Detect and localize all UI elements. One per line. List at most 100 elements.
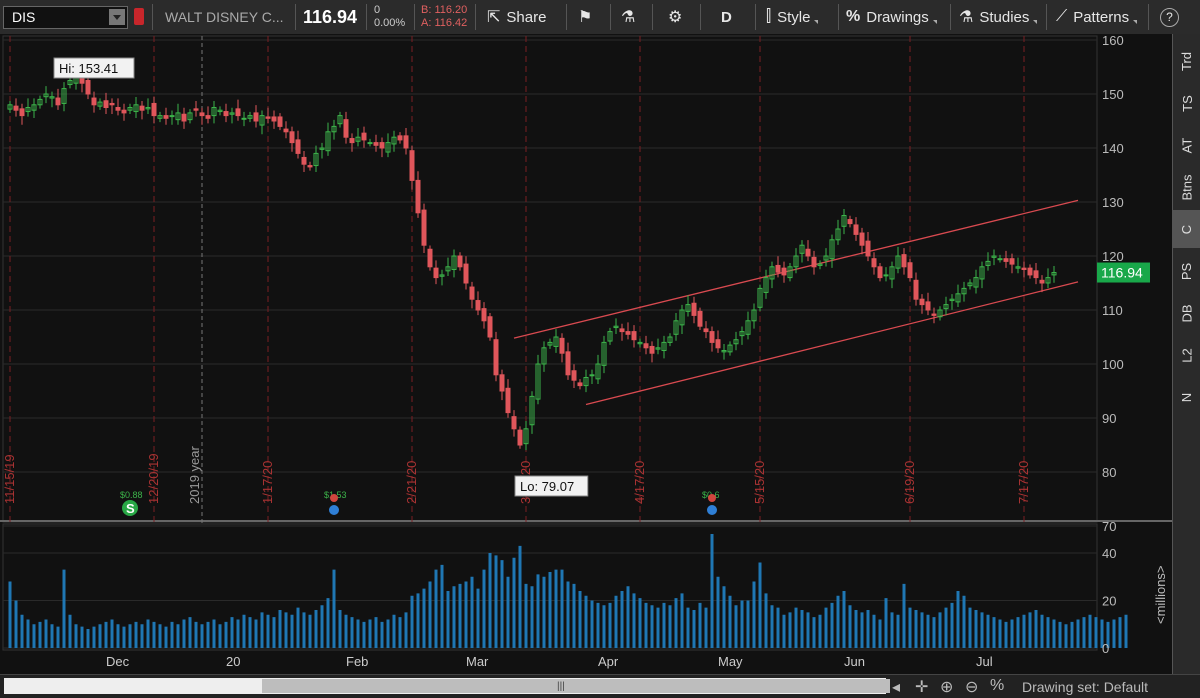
volume-bar xyxy=(944,607,948,648)
volume-bar xyxy=(176,624,180,648)
zoom-in-icon[interactable]: ⊕ xyxy=(940,679,954,696)
volume-bar xyxy=(314,610,318,648)
tab-trd[interactable]: Trd xyxy=(1173,42,1200,80)
volume-bar xyxy=(122,626,126,648)
volume-bar xyxy=(758,562,762,648)
chevron-down-icon xyxy=(814,20,819,24)
volume-bar xyxy=(1082,617,1086,648)
candle-body xyxy=(1051,272,1057,276)
month-label: 20 xyxy=(226,654,240,669)
candle-body xyxy=(1015,266,1021,269)
candle-body xyxy=(289,131,295,144)
scroll-left-icon[interactable]: ◂ xyxy=(892,679,901,696)
symbol-dropdown-icon[interactable] xyxy=(109,9,125,25)
volume-bar xyxy=(272,617,276,648)
share-icon: ⇱ xyxy=(487,9,501,26)
help-icon: ? xyxy=(1160,7,1179,27)
style-button[interactable]: ⫿ Style xyxy=(766,0,819,34)
studies-flask-button[interactable]: ⚗ xyxy=(621,0,641,34)
volume-bar xyxy=(1076,619,1080,648)
tab-label: N xyxy=(1179,392,1195,402)
candle-body xyxy=(457,255,463,268)
volume-bar xyxy=(266,614,270,648)
volume-bar xyxy=(704,607,708,648)
candle-body xyxy=(109,102,115,106)
candle-body xyxy=(757,287,763,308)
patterns-button[interactable]: ⟋ Patterns xyxy=(1056,0,1138,34)
volume-bar xyxy=(506,576,510,648)
percent-scale-icon[interactable]: % xyxy=(990,677,1005,694)
symbol-input[interactable]: DIS xyxy=(3,6,128,29)
volume-bar xyxy=(830,602,834,648)
candle-body xyxy=(439,274,445,277)
settings-button[interactable]: ⚙ xyxy=(668,0,688,34)
volume-bar xyxy=(242,614,246,648)
candle-body xyxy=(907,262,913,279)
candle-body xyxy=(85,80,91,95)
candle-body xyxy=(955,293,961,303)
earnings-blue-icon xyxy=(707,505,717,515)
candle-body xyxy=(13,105,19,111)
price-tick-label: 70 xyxy=(1102,519,1116,534)
tab-n[interactable]: N xyxy=(1173,378,1200,416)
volume-bar xyxy=(782,614,786,648)
candle-body xyxy=(409,150,415,181)
volume-bar xyxy=(740,600,744,648)
axes: 70 80 90 100 110 120 130 140 150 160 0 20 40 <million… xyxy=(106,34,1168,669)
volume-bar xyxy=(734,605,738,648)
tab-label: PS xyxy=(1179,262,1195,280)
candle-body xyxy=(577,382,583,387)
aggregation-button[interactable]: D xyxy=(721,0,732,34)
drawings-button[interactable]: % Drawings xyxy=(846,0,937,34)
candle-body xyxy=(565,351,571,376)
month-label: Apr xyxy=(598,654,619,669)
hi-label: Hi: 153.41 xyxy=(53,57,135,79)
volume-bar xyxy=(644,602,648,648)
help-button[interactable]: ? xyxy=(1160,0,1185,34)
price-tick-label: 110 xyxy=(1102,303,1123,318)
studies-button[interactable]: ⚗ Studies xyxy=(959,0,1038,34)
pan-icon[interactable]: ✛ xyxy=(915,679,929,696)
candle-body xyxy=(1003,258,1009,262)
volume-bar xyxy=(50,624,54,648)
time-scrollbar[interactable]: ||| xyxy=(4,678,890,694)
zoom-out-icon[interactable]: ⊖ xyxy=(965,679,979,696)
volume-bar xyxy=(332,569,336,648)
volume-bar xyxy=(350,617,354,648)
patterns-label: Patterns xyxy=(1073,8,1130,26)
drawing-set-label[interactable]: Drawing set: Default xyxy=(1022,679,1149,695)
tab-l2[interactable]: L2 xyxy=(1173,336,1200,374)
flag-alert-button[interactable]: ⚑ xyxy=(578,0,598,34)
tab-db[interactable]: DB xyxy=(1173,294,1200,332)
candle-body xyxy=(973,277,979,288)
volume-bar xyxy=(596,602,600,648)
tab-btns[interactable]: Btns xyxy=(1173,168,1200,206)
volume-bar xyxy=(338,610,342,648)
tab-at[interactable]: AT xyxy=(1173,126,1200,164)
candle-body xyxy=(487,316,493,338)
candle-body xyxy=(697,310,703,327)
candle-body xyxy=(811,256,817,268)
candles xyxy=(7,69,1057,451)
tab-label: TS xyxy=(1179,94,1195,112)
volume-bar xyxy=(1046,617,1050,648)
tab-c[interactable]: C xyxy=(1173,210,1200,248)
volume-bar xyxy=(764,593,768,648)
volume-bar xyxy=(824,607,828,648)
tab-ps[interactable]: PS xyxy=(1173,252,1200,290)
scrollbar-thumb[interactable] xyxy=(262,679,890,693)
volume-bar xyxy=(998,619,1002,648)
flag-icon[interactable] xyxy=(134,8,144,25)
price-tick-label: 120 xyxy=(1102,249,1124,264)
tab-ts[interactable]: TS xyxy=(1173,84,1200,122)
volume-bar xyxy=(1058,621,1062,648)
candles-icon: ⫿ xyxy=(766,8,772,25)
share-button[interactable]: ⇱ Share xyxy=(487,0,546,34)
volume-panel-frame xyxy=(2,523,1098,651)
candle-body xyxy=(937,309,943,318)
candle-body xyxy=(247,115,253,119)
candle-body xyxy=(793,255,799,268)
price-chart[interactable]: 11/15/1912/20/191/17/202/21/203/20/204/1… xyxy=(0,34,1172,674)
price-tick-label: 130 xyxy=(1102,195,1124,210)
volume-bar xyxy=(536,574,540,648)
